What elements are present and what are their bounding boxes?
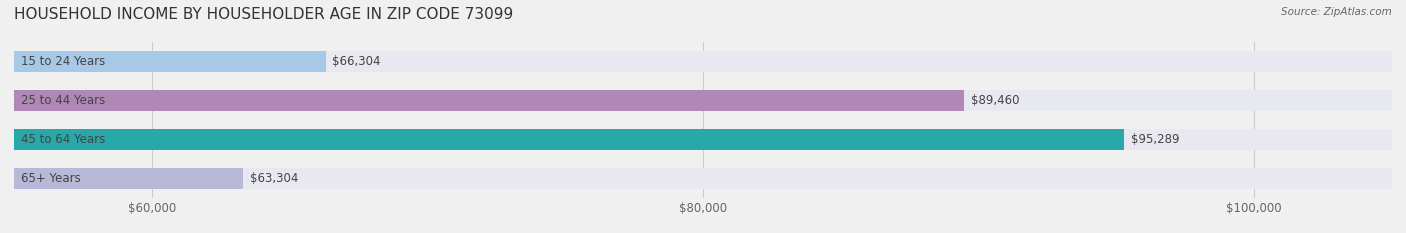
Text: 25 to 44 Years: 25 to 44 Years <box>21 94 105 107</box>
Bar <box>14 129 1125 150</box>
Text: 15 to 24 Years: 15 to 24 Years <box>21 55 105 68</box>
Text: 65+ Years: 65+ Years <box>21 172 80 185</box>
Bar <box>14 90 963 111</box>
Text: HOUSEHOLD INCOME BY HOUSEHOLDER AGE IN ZIP CODE 73099: HOUSEHOLD INCOME BY HOUSEHOLDER AGE IN Z… <box>14 7 513 22</box>
Text: $63,304: $63,304 <box>250 172 298 185</box>
Text: $66,304: $66,304 <box>332 55 381 68</box>
Bar <box>14 168 1392 189</box>
Bar <box>14 90 1392 111</box>
Text: Source: ZipAtlas.com: Source: ZipAtlas.com <box>1281 7 1392 17</box>
Bar <box>14 51 1392 72</box>
Text: 45 to 64 Years: 45 to 64 Years <box>21 133 105 146</box>
Text: $89,460: $89,460 <box>970 94 1019 107</box>
Bar <box>14 129 1392 150</box>
Text: $95,289: $95,289 <box>1132 133 1180 146</box>
Bar <box>14 168 243 189</box>
Bar <box>14 51 326 72</box>
